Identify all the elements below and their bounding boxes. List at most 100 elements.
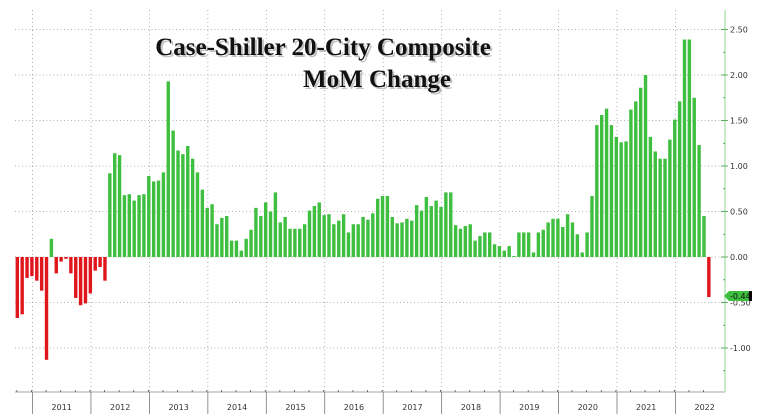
bar-positive xyxy=(181,154,185,257)
bar-positive xyxy=(142,194,146,257)
bar-positive xyxy=(259,216,263,257)
last-value-tag: -0.44 xyxy=(724,291,752,302)
bar-positive xyxy=(156,180,161,257)
bar-positive xyxy=(634,101,638,257)
bar-positive xyxy=(497,246,502,257)
bar-positive xyxy=(449,192,453,257)
bar-positive xyxy=(604,108,609,257)
bar-positive xyxy=(229,240,234,257)
bar-positive xyxy=(502,250,506,257)
bar-positive xyxy=(677,101,682,257)
bar-positive xyxy=(444,192,448,257)
bar-positive xyxy=(210,204,214,257)
bar-positive xyxy=(492,244,497,257)
bar-positive xyxy=(668,139,672,257)
bar-positive xyxy=(220,217,224,257)
bar-negative xyxy=(44,257,49,360)
bar-positive xyxy=(648,136,653,257)
bar-positive xyxy=(643,75,648,257)
bar-positive xyxy=(171,130,175,257)
y-tick-label: 1.00 xyxy=(730,162,748,171)
bar-positive xyxy=(536,232,541,257)
bar-positive xyxy=(147,176,151,257)
bar-positive xyxy=(380,196,385,257)
bar-positive xyxy=(127,194,132,257)
bar-positive xyxy=(283,216,287,257)
bar-positive xyxy=(166,81,170,258)
bar-positive xyxy=(682,39,687,258)
bar-positive xyxy=(332,224,336,257)
bar-positive xyxy=(161,172,166,257)
bar-positive xyxy=(673,119,677,257)
bar-negative xyxy=(707,257,711,298)
bar-positive xyxy=(288,228,292,257)
bar-positive xyxy=(624,141,628,257)
bar-positive xyxy=(186,145,190,257)
bar-positive xyxy=(512,256,516,257)
bar-positive xyxy=(702,216,706,257)
x-tick-label: 2019 xyxy=(519,403,539,412)
y-tick-label: -0.50 xyxy=(730,299,751,308)
bar-positive xyxy=(551,218,555,257)
bar-positive xyxy=(132,200,136,257)
bar-positive xyxy=(468,224,472,257)
bar-positive xyxy=(692,97,696,257)
bar-positive xyxy=(317,202,321,257)
bar-positive xyxy=(337,220,341,257)
bar-negative xyxy=(88,257,93,294)
bar-negative xyxy=(103,257,107,281)
bar-positive xyxy=(531,252,536,257)
y-tick-label: 2.00 xyxy=(730,71,748,80)
bar-positive xyxy=(424,196,429,257)
bar-positive xyxy=(570,222,575,257)
bar-positive xyxy=(239,250,244,257)
bar-positive xyxy=(453,225,458,257)
bar-positive xyxy=(137,195,141,257)
bar-positive xyxy=(614,136,619,257)
subtitle-shadow: MoM Change xyxy=(305,68,453,95)
x-tick-label: 2014 xyxy=(227,403,247,412)
bar-negative xyxy=(15,257,19,318)
bar-positive xyxy=(595,125,599,257)
y-tick-label: 0.00 xyxy=(730,253,748,262)
bar-positive xyxy=(565,214,570,257)
bar-positive xyxy=(176,150,180,257)
x-tick-label: 2015 xyxy=(285,403,305,412)
bar-positive xyxy=(541,229,545,257)
bar-positive xyxy=(609,125,614,257)
bar-positive xyxy=(556,218,560,257)
bar-positive xyxy=(575,234,580,257)
bar-positive xyxy=(375,198,380,257)
bar-positive xyxy=(434,200,438,257)
x-tick-label: 2012 xyxy=(110,403,130,412)
bar-positive xyxy=(400,222,404,257)
bar-positive xyxy=(580,252,584,257)
bar-positive xyxy=(200,189,205,257)
bar-positive xyxy=(526,232,531,257)
bar-positive xyxy=(49,238,54,257)
bar-negative xyxy=(93,257,97,271)
bar-positive xyxy=(371,213,375,257)
bar-positive xyxy=(522,232,526,257)
bar-positive xyxy=(429,206,433,257)
bar-negative xyxy=(30,257,34,277)
bar-positive xyxy=(585,232,589,257)
bar-negative xyxy=(64,257,68,259)
bar-positive xyxy=(108,173,112,257)
y-tick-label: 1.50 xyxy=(730,117,748,126)
bar-positive xyxy=(687,39,692,258)
x-tick-label: 2016 xyxy=(344,403,364,412)
bar-negative xyxy=(59,257,63,262)
bar-negative xyxy=(25,257,29,278)
bar-positive xyxy=(487,232,492,257)
bars xyxy=(15,39,711,360)
bar-negative xyxy=(20,257,24,315)
bar-positive xyxy=(414,205,419,257)
bar-positive xyxy=(254,207,258,257)
bar-positive xyxy=(356,224,360,257)
bar-negative xyxy=(83,257,88,304)
bar-positive xyxy=(234,240,239,257)
bar-negative xyxy=(74,257,78,298)
bar-positive xyxy=(638,87,643,258)
